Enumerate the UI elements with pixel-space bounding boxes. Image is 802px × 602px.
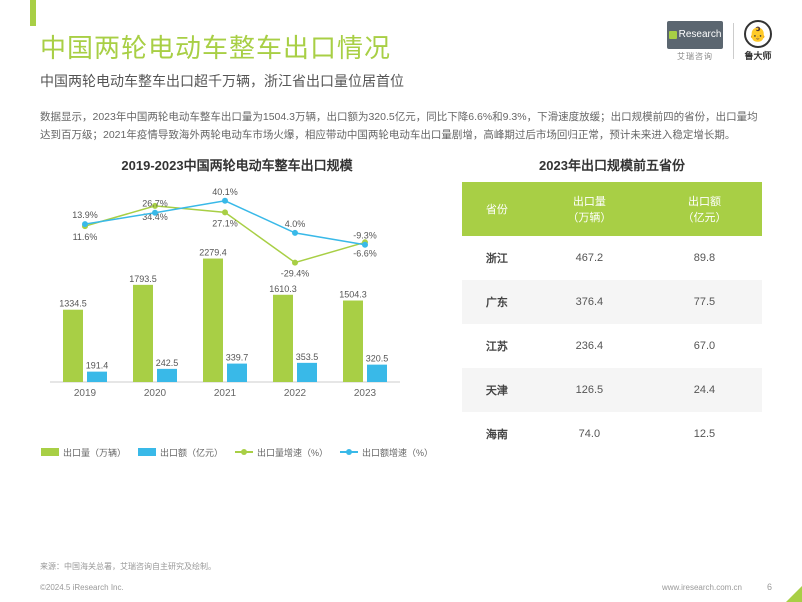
- logo-divider: [733, 23, 734, 59]
- svg-text:2019: 2019: [74, 388, 97, 399]
- accent-bar: [30, 0, 36, 26]
- svg-text:-9.3%: -9.3%: [353, 230, 377, 240]
- table-cell: 74.0: [532, 412, 647, 456]
- svg-text:2020: 2020: [144, 388, 167, 399]
- svg-text:-29.4%: -29.4%: [281, 268, 310, 278]
- svg-text:2279.4: 2279.4: [199, 247, 227, 257]
- logo-group: Research 艾瑞咨询 👶 鲁大师: [667, 20, 772, 62]
- svg-text:11.6%: 11.6%: [73, 232, 98, 242]
- ludashi-icon: 👶: [744, 20, 772, 48]
- table-row: 天津126.524.4: [462, 368, 762, 412]
- svg-text:26.7%: 26.7%: [142, 198, 168, 208]
- table-cell: 天津: [462, 368, 532, 412]
- svg-text:4.0%: 4.0%: [285, 219, 306, 229]
- table-title: 2023年出口规模前五省份: [462, 155, 762, 174]
- chart-title: 2019-2023中国两轮电动车整车出口规模: [40, 155, 434, 174]
- table-cell: 236.4: [532, 324, 647, 368]
- svg-text:1793.5: 1793.5: [129, 274, 157, 284]
- chart-section: 2019-2023中国两轮电动车整车出口规模 1334.5 1793.5 2279.…: [40, 155, 434, 459]
- legend-item: 出口量（万辆）: [41, 446, 126, 459]
- svg-text:27.1%: 27.1%: [212, 218, 238, 228]
- svg-text:1504.3: 1504.3: [339, 289, 367, 299]
- table-row: 广东376.477.5: [462, 280, 762, 324]
- table-cell: 广东: [462, 280, 532, 324]
- iresearch-text: Research: [679, 29, 722, 40]
- table-cell: 467.2: [532, 236, 647, 280]
- svg-text:2021: 2021: [214, 388, 237, 399]
- content-area: 2019-2023中国两轮电动车整车出口规模 1334.5 1793.5 2279.…: [0, 155, 802, 459]
- description-text: 数据显示，2023年中国两轮电动车整车出口量为1504.3万辆，出口额为320.…: [0, 99, 802, 155]
- ludashi-text: 鲁大师: [744, 49, 771, 62]
- svg-text:191.4: 191.4: [86, 360, 109, 370]
- table-header: 出口额（亿元）: [647, 182, 762, 236]
- svg-text:242.5: 242.5: [156, 358, 179, 368]
- source-text: 来源：中国海关总署，艾瑞咨询自主研究及绘制。: [40, 561, 216, 574]
- footer-triangle-icon: [786, 586, 802, 602]
- table-header: 出口量（万辆）: [532, 182, 647, 236]
- svg-text:353.5: 353.5: [296, 352, 319, 362]
- svg-text:1334.5: 1334.5: [59, 298, 87, 308]
- svg-text:339.7: 339.7: [226, 352, 249, 362]
- chart-canvas: 1334.5 1793.5 2279.4 1610.3 1504.3 191.4 242.5…: [40, 182, 434, 442]
- legend-item: 出口量增速（%）: [235, 446, 328, 459]
- table-row: 浙江467.289.8: [462, 236, 762, 280]
- table-cell: 浙江: [462, 236, 532, 280]
- iresearch-logo: Research 艾瑞咨询: [667, 21, 723, 62]
- ludashi-logo: 👶 鲁大师: [744, 20, 772, 62]
- table-cell: 77.5: [647, 280, 762, 324]
- table-cell: 89.8: [647, 236, 762, 280]
- table-cell: 376.4: [532, 280, 647, 324]
- svg-text:320.5: 320.5: [366, 353, 389, 363]
- table-header: 省份: [462, 182, 532, 236]
- table-cell: 江苏: [462, 324, 532, 368]
- chart-legend: 出口量（万辆） 出口额（亿元） 出口量增速（%） 出口额增速（%）: [40, 446, 434, 459]
- table-cell: 24.4: [647, 368, 762, 412]
- svg-text:-6.6%: -6.6%: [353, 248, 377, 258]
- table-cell: 67.0: [647, 324, 762, 368]
- svg-text:40.1%: 40.1%: [212, 186, 238, 196]
- page-number: 6: [767, 582, 772, 592]
- copyright-text: ©2024.5 iResearch Inc.: [40, 583, 124, 592]
- page-subtitle: 中国两轮电动车整车出口超千万辆，浙江省出口量位居首位: [40, 71, 762, 91]
- legend-item: 出口额（亿元）: [138, 446, 223, 459]
- province-table: 省份出口量（万辆）出口额（亿元）浙江467.289.8广东376.477.5江苏…: [462, 182, 762, 456]
- legend-item: 出口额增速（%）: [340, 446, 433, 459]
- table-cell: 海南: [462, 412, 532, 456]
- iresearch-sub: 艾瑞咨询: [677, 51, 713, 62]
- table-cell: 12.5: [647, 412, 762, 456]
- svg-text:2022: 2022: [284, 388, 307, 399]
- table-section: 2023年出口规模前五省份 省份出口量（万辆）出口额（亿元）浙江467.289.…: [462, 155, 762, 459]
- table-cell: 126.5: [532, 368, 647, 412]
- chart-svg: 1334.5 1793.5 2279.4 1610.3 1504.3 191.4 242.5…: [40, 182, 420, 402]
- page-title: 中国两轮电动车整车出口情况: [40, 28, 762, 65]
- svg-text:1610.3: 1610.3: [269, 283, 297, 293]
- table-row: 海南74.012.5: [462, 412, 762, 456]
- footer-url: www.iresearch.com.cn: [662, 583, 742, 592]
- table-row: 江苏236.467.0: [462, 324, 762, 368]
- svg-text:2023: 2023: [354, 388, 377, 399]
- svg-text:13.9%: 13.9%: [72, 210, 98, 220]
